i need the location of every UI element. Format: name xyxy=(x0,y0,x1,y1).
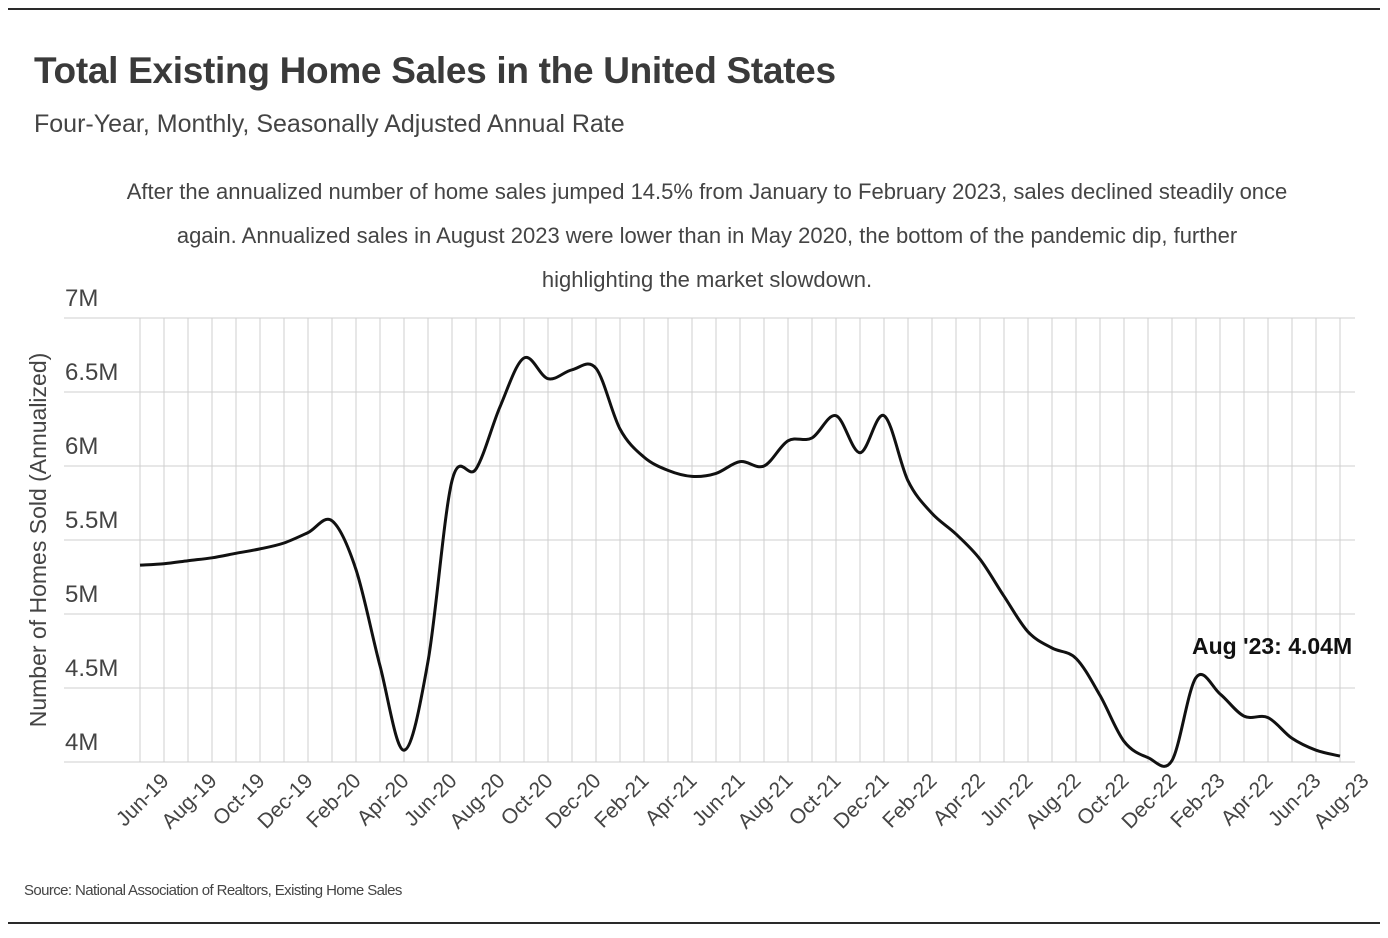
x-tick-label: Aug-21 xyxy=(733,769,797,833)
y-tick-label: 4M xyxy=(65,729,98,756)
x-tick-label: Dec-19 xyxy=(253,769,317,833)
x-tick-label: Apr-22 xyxy=(929,769,990,830)
y-tick-label: 4.5M xyxy=(65,655,118,682)
y-tick-label: 5M xyxy=(65,581,98,608)
x-tick-label: Feb-21 xyxy=(590,769,653,832)
x-tick-label: Dec-21 xyxy=(829,769,893,833)
x-tick-label: Apr-21 xyxy=(641,769,702,830)
line-chart: 4M 4.5M 5M 5.5M 6M 6.5M 7M Jun-19Aug-19Oct-19D… xyxy=(25,285,1374,833)
chart-subtitle: Four-Year, Monthly, Seasonally Adjusted … xyxy=(34,110,625,138)
y-axis-tick-labels: 4M 4.5M 5M 5.5M 6M 6.5M 7M xyxy=(65,285,118,756)
source-note: Source: National Association of Realtors… xyxy=(24,882,402,899)
chart-description: After the annualized number of home sale… xyxy=(126,179,1288,292)
x-axis-tick-labels: Jun-19Aug-19Oct-19Dec-19Feb-20Apr-20Jun-… xyxy=(112,769,1374,833)
top-rule xyxy=(8,8,1380,10)
x-tick-label: Dec-22 xyxy=(1117,769,1181,833)
x-tick-label: Dec-20 xyxy=(541,769,605,833)
series-line-home-sales xyxy=(139,355,1341,768)
y-tick-label: 5.5M xyxy=(65,507,118,534)
vertical-gridlines xyxy=(139,318,1341,762)
x-tick-label: Aug-20 xyxy=(445,769,509,833)
x-tick-label: Aug-22 xyxy=(1021,769,1085,833)
x-tick-label: Feb-22 xyxy=(878,769,941,832)
x-tick-label: Aug-23 xyxy=(1309,769,1373,833)
horizontal-gridlines xyxy=(64,317,1355,763)
x-tick-label: Feb-20 xyxy=(302,769,365,832)
y-axis-title: Number of Homes Sold (Annualized) xyxy=(25,353,51,728)
x-tick-label: Aug-19 xyxy=(157,769,221,833)
y-tick-label: 7M xyxy=(65,285,98,312)
chart-title: Total Existing Home Sales in the United … xyxy=(34,50,836,91)
y-tick-label: 6M xyxy=(65,433,98,460)
annotation-label: Aug '23: 4.04M xyxy=(1192,633,1352,659)
bottom-rule xyxy=(8,922,1380,924)
x-tick-label: Feb-23 xyxy=(1166,769,1229,832)
x-tick-label: Apr-22 xyxy=(1217,769,1278,830)
y-tick-label: 6.5M xyxy=(65,359,118,386)
x-tick-label: Apr-20 xyxy=(353,769,414,830)
series-group xyxy=(139,355,1341,768)
